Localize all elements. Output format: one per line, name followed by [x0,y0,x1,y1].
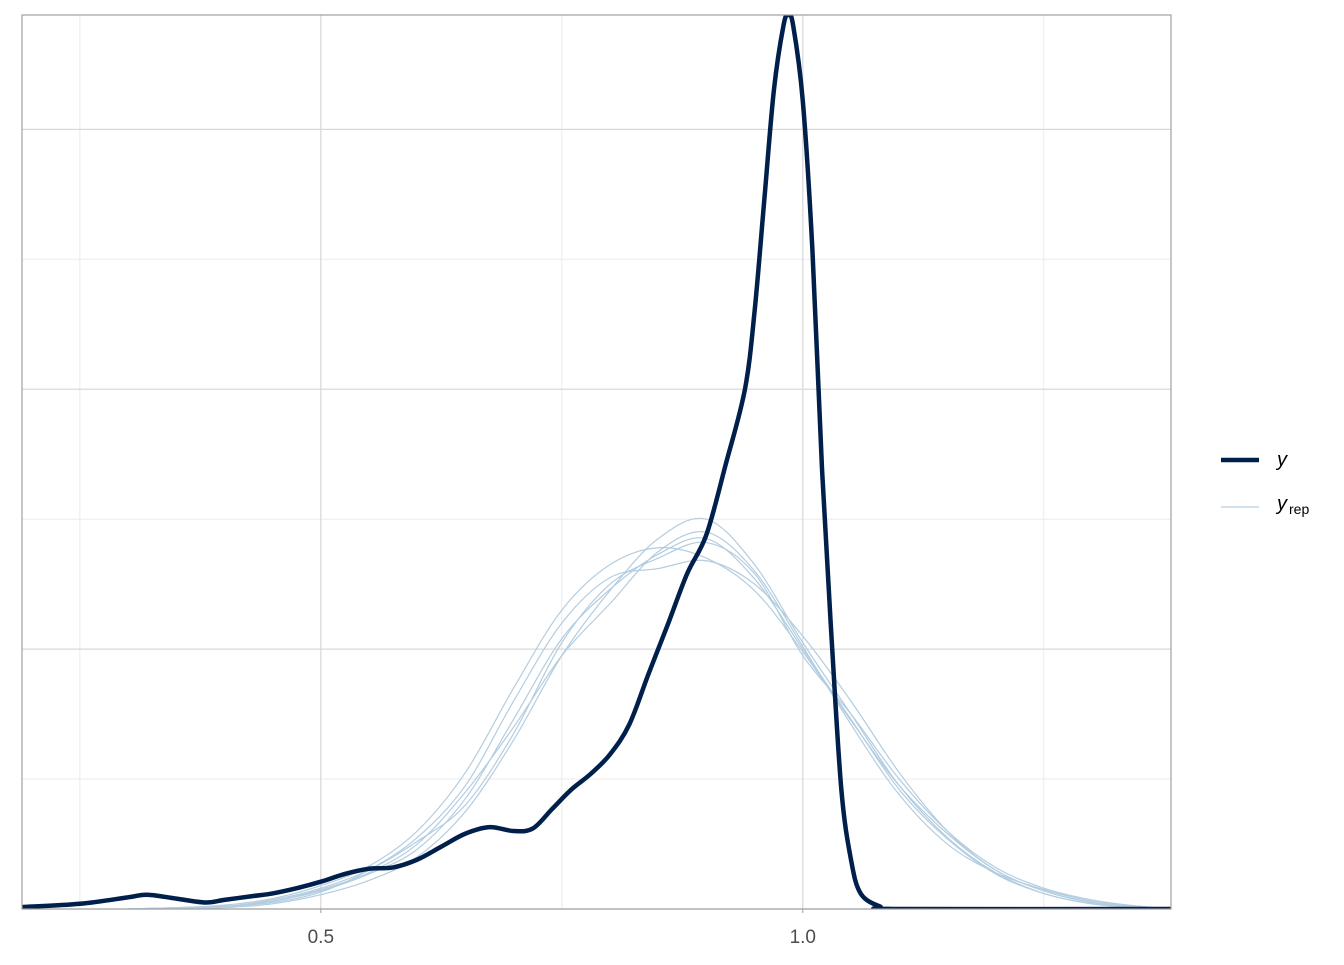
replicate-line [128,547,1170,909]
x-axis: 0.5 1.0 [308,909,816,948]
replicate-line [128,541,1170,909]
x-tick-label: 0.5 [308,927,334,948]
legend-label: y rep [1275,493,1309,517]
panel-border [21,14,1172,910]
plot-lines [22,15,1171,909]
replicate-line [128,537,1170,909]
series-line [22,15,1171,909]
grid [22,15,1171,910]
x-tick-label: 1.0 [790,927,816,948]
legend-label-main: y [1275,493,1288,515]
legend-label-subscript: rep [1289,501,1309,517]
replicate-line [128,530,1170,909]
replicate-line [128,559,1170,909]
legend: yy rep [1221,449,1309,517]
legend-label: y [1275,449,1288,471]
replicate-line [128,517,1170,909]
